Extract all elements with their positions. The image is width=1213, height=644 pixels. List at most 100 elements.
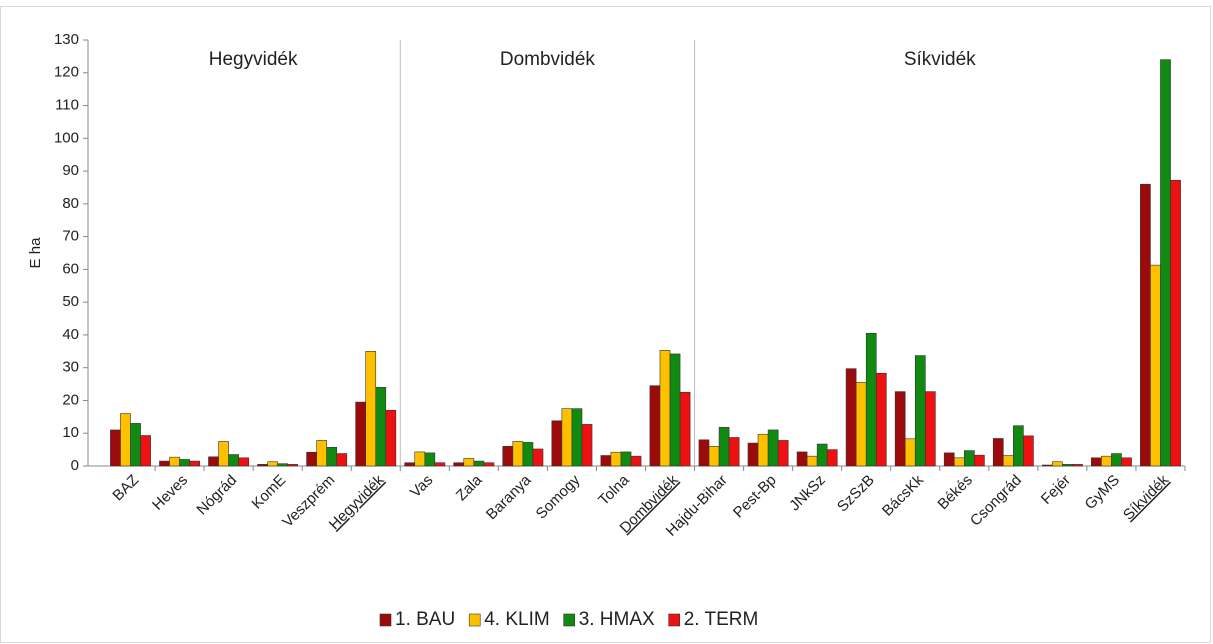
bar	[1062, 464, 1073, 467]
bar	[747, 442, 759, 467]
bar	[316, 440, 328, 467]
bar	[1111, 453, 1122, 467]
region-label: Hegyvidék	[209, 49, 298, 70]
bar	[974, 454, 985, 467]
bar	[551, 420, 563, 467]
y-tick-label: 120	[54, 64, 79, 81]
bar	[571, 408, 583, 467]
region-label: Dombvidék	[500, 49, 596, 70]
bar	[326, 447, 338, 467]
bar	[943, 452, 955, 467]
bar	[610, 451, 622, 467]
bar	[679, 391, 691, 467]
bar	[659, 350, 671, 467]
y-tick-label: 10	[62, 424, 79, 441]
bar	[218, 441, 229, 467]
bar	[600, 455, 612, 467]
bar	[953, 457, 965, 467]
y-axis-label: E ha	[27, 237, 44, 269]
bar	[963, 450, 975, 467]
bar	[1023, 435, 1034, 467]
bar	[179, 459, 190, 467]
bar	[1150, 264, 1161, 467]
bar	[287, 464, 299, 467]
bar	[806, 455, 818, 467]
y-tick-label: 50	[62, 293, 79, 310]
bar	[110, 429, 121, 467]
bar	[1170, 179, 1181, 467]
legend-swatch	[668, 613, 681, 627]
bar	[855, 382, 867, 467]
bar	[522, 442, 534, 467]
bar	[336, 453, 348, 467]
bar	[796, 451, 808, 467]
bar	[894, 391, 906, 467]
bar	[816, 443, 828, 467]
legend-label: 4. KLIM	[484, 609, 549, 630]
bar	[473, 460, 485, 467]
bar	[404, 462, 416, 467]
bar	[1121, 457, 1132, 467]
bar	[120, 413, 131, 467]
bar	[375, 387, 387, 467]
y-tick-label: 110	[55, 97, 79, 114]
bar	[1052, 461, 1063, 467]
bar	[424, 452, 436, 467]
bar	[502, 446, 514, 467]
region-label: Síkvidék	[904, 49, 976, 70]
legend-swatch	[468, 613, 481, 627]
bar	[904, 438, 916, 467]
bar	[914, 355, 926, 467]
bar	[1101, 455, 1112, 467]
bar	[306, 451, 317, 467]
bar	[845, 368, 857, 467]
bar	[277, 463, 289, 467]
y-tick-label: 0	[71, 457, 79, 474]
y-tick-label: 60	[62, 260, 79, 277]
bar	[228, 454, 239, 467]
chart-frame	[0, 6, 1211, 643]
bar	[189, 460, 200, 467]
bar	[875, 372, 887, 467]
bar	[159, 460, 170, 467]
legend-label: 2. TERM	[684, 609, 759, 630]
y-tick-label: 40	[62, 326, 79, 343]
bar	[434, 462, 446, 467]
bar	[453, 462, 465, 467]
legend-swatch	[563, 613, 575, 627]
bar	[777, 440, 789, 467]
bar	[728, 437, 740, 467]
bar	[826, 449, 838, 467]
y-tick-label: 90	[62, 162, 79, 179]
bar	[1160, 59, 1171, 467]
bar	[1140, 183, 1151, 467]
bar	[257, 464, 268, 467]
y-tick-label: 130	[54, 31, 79, 48]
bar	[561, 408, 573, 467]
bar	[669, 353, 681, 467]
legend-swatch	[379, 613, 392, 627]
bar	[1013, 425, 1024, 467]
bar	[630, 455, 642, 467]
bar	[1002, 455, 1014, 467]
bar	[512, 441, 524, 467]
bar	[925, 391, 936, 467]
bar	[1072, 464, 1083, 467]
y-tick-label: 70	[62, 228, 79, 245]
y-tick-label: 30	[62, 359, 79, 376]
bar	[649, 385, 661, 467]
bar	[708, 446, 720, 467]
bar	[865, 332, 877, 467]
y-tick-label: 100	[54, 129, 79, 146]
bar	[267, 461, 278, 467]
bar	[140, 435, 151, 467]
bar	[385, 409, 397, 467]
y-tick-label: 80	[62, 195, 79, 212]
bar	[1041, 464, 1053, 467]
bar	[130, 423, 141, 467]
bar	[365, 351, 377, 467]
bar	[532, 448, 544, 467]
bar	[992, 438, 1004, 467]
bar	[463, 458, 475, 467]
